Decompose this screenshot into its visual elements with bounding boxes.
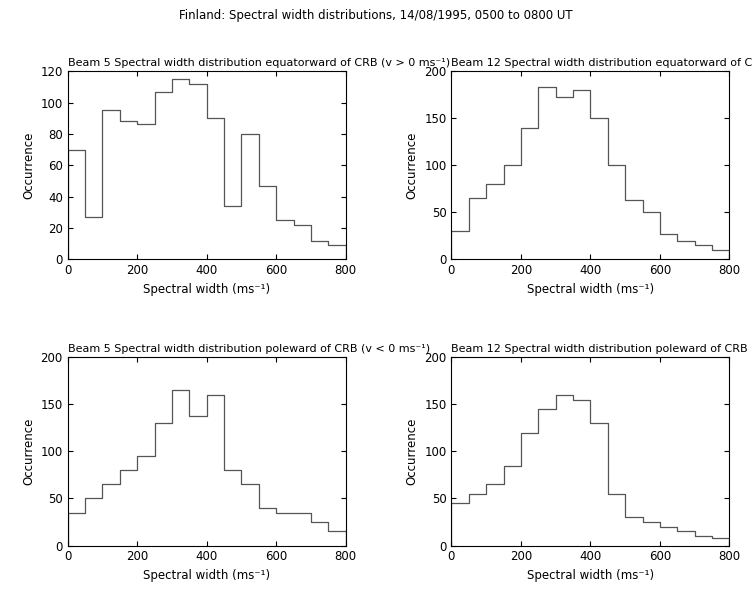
Y-axis label: Occurrence: Occurrence bbox=[22, 132, 35, 199]
Text: Finland: Spectral width distributions, 14/08/1995, 0500 to 0800 UT: Finland: Spectral width distributions, 1… bbox=[179, 9, 573, 22]
X-axis label: Spectral width (ms⁻¹): Spectral width (ms⁻¹) bbox=[143, 283, 270, 296]
Y-axis label: Occurrence: Occurrence bbox=[406, 132, 419, 199]
Text: Beam 12 Spectral width distribution poleward of CRB (v > 0 ms⁻¹): Beam 12 Spectral width distribution pole… bbox=[451, 344, 752, 354]
X-axis label: Spectral width (ms⁻¹): Spectral width (ms⁻¹) bbox=[527, 283, 654, 296]
Text: Beam 12 Spectral width distribution equatorward of CRB (v < 0 ms⁻¹): Beam 12 Spectral width distribution equa… bbox=[451, 58, 752, 68]
Y-axis label: Occurrence: Occurrence bbox=[406, 417, 419, 485]
Y-axis label: Occurrence: Occurrence bbox=[22, 417, 35, 485]
X-axis label: Spectral width (ms⁻¹): Spectral width (ms⁻¹) bbox=[143, 569, 270, 582]
Text: Beam 5 Spectral width distribution poleward of CRB (v < 0 ms⁻¹): Beam 5 Spectral width distribution polew… bbox=[68, 344, 430, 354]
Text: Beam 5 Spectral width distribution equatorward of CRB (v > 0 ms⁻¹): Beam 5 Spectral width distribution equat… bbox=[68, 58, 450, 68]
X-axis label: Spectral width (ms⁻¹): Spectral width (ms⁻¹) bbox=[527, 569, 654, 582]
